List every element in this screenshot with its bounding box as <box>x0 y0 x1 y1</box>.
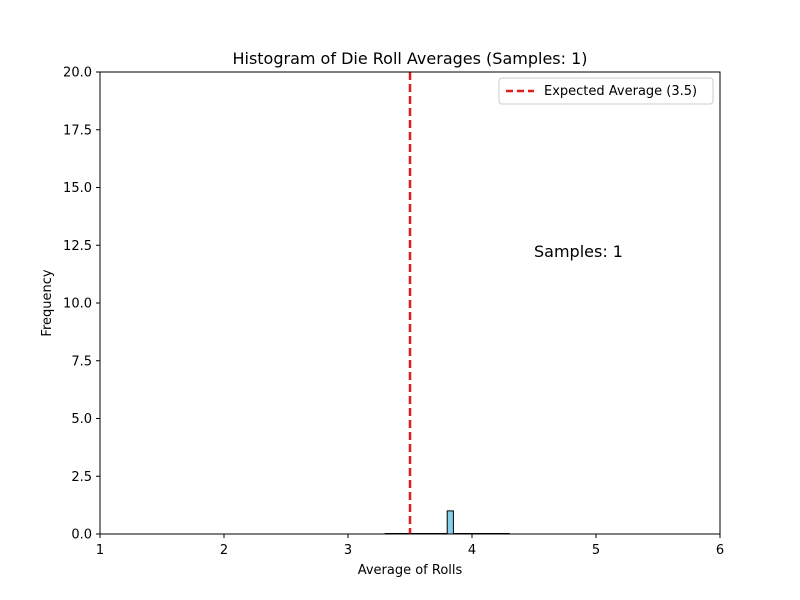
histogram-bar <box>446 510 454 535</box>
x-axis-label: Average of Rolls <box>358 563 463 578</box>
y-tick-label: 15.0 <box>63 181 92 196</box>
legend: Expected Average (3.5) <box>498 77 714 105</box>
y-tick-label: 20.0 <box>63 66 92 81</box>
samples-annotation: Samples: 1 <box>534 242 623 261</box>
y-tick-label: 17.5 <box>63 123 92 138</box>
x-tick-label: 2 <box>220 543 228 558</box>
chart-title: Histogram of Die Roll Averages (Samples:… <box>232 49 587 68</box>
x-tick-label: 1 <box>96 543 104 558</box>
x-tick-label: 6 <box>716 543 724 558</box>
y-tick-label: 12.5 <box>63 239 92 254</box>
x-tick-label: 3 <box>344 543 352 558</box>
x-tick-label: 5 <box>592 543 600 558</box>
x-tick-label: 4 <box>468 543 476 558</box>
y-axis-label: Frequency <box>40 269 55 336</box>
y-tick-label: 7.5 <box>71 354 92 369</box>
y-tick-label: 0.0 <box>71 528 92 543</box>
y-tick-label: 5.0 <box>71 412 92 427</box>
y-tick-label: 2.5 <box>71 470 92 485</box>
y-ticks-layer: 0.0 2.5 5.0 7.5 10.0 12.5 15.0 17.5 20.0 <box>63 66 100 543</box>
x-ticks-layer: 1 2 3 4 5 6 <box>96 534 724 558</box>
y-tick-label: 10.0 <box>63 297 92 312</box>
legend-entry-expected-average: Expected Average (3.5) <box>544 84 697 99</box>
legend-box <box>498 77 714 105</box>
